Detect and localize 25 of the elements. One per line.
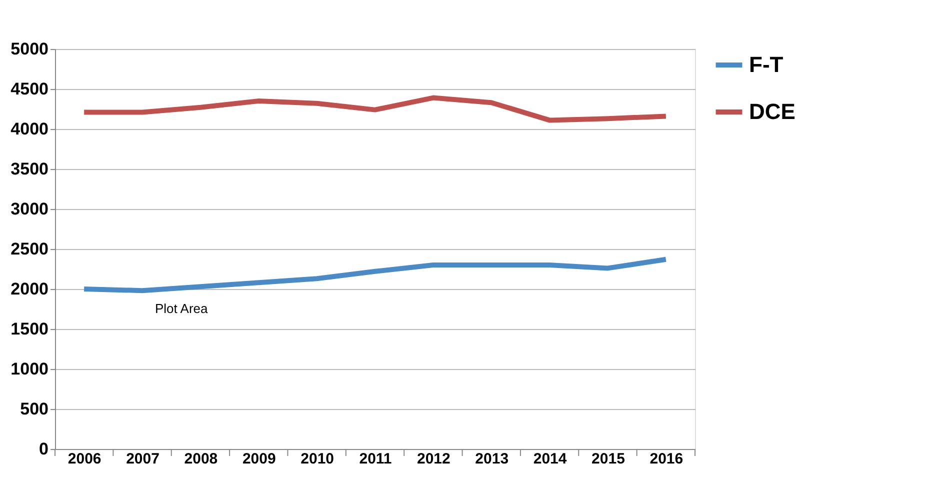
annotation: Plot Area [155,301,209,316]
y-tick-label: 5000 [10,40,48,58]
y-tick-label: 1500 [10,320,48,338]
y-tick-label: 2000 [10,280,48,298]
x-tick-label: 2009 [242,450,276,468]
x-tick-label: 2010 [300,450,334,468]
y-tick-label: 0 [39,440,48,458]
legend-label: F-T [749,52,784,77]
y-tick-label: 2500 [10,240,48,258]
x-tick-label: 2016 [650,450,684,468]
x-tick-label: 2006 [68,450,102,468]
y-tick-label: 4000 [10,120,48,138]
y-tick-label: 500 [20,400,48,418]
x-tick-label: 2008 [184,450,218,468]
y-tick-label: 3000 [10,200,48,218]
x-tick-label: 2007 [126,450,160,468]
x-tick-label: 2012 [416,450,450,468]
legend-label: DCE [749,99,796,124]
x-tick-label: 2014 [533,450,568,468]
y-tick-label: 4500 [10,80,48,98]
y-tick-label: 3500 [10,160,48,178]
x-tick-label: 2011 [359,450,392,468]
x-tick-label: 2015 [592,450,625,468]
y-tick-label: 1000 [10,360,48,378]
x-tick-label: 2013 [475,450,509,468]
